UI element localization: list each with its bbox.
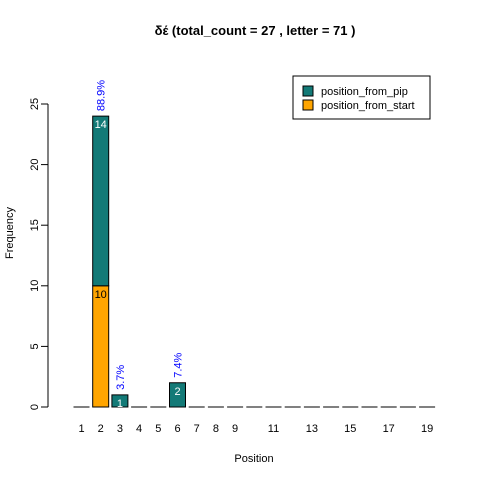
percent-label: 88.9%	[96, 80, 108, 111]
x-tick-label: 6	[174, 423, 180, 435]
legend-swatch	[302, 85, 314, 97]
y-tick-label: 20	[29, 158, 41, 170]
legend-label: position_from_start	[321, 100, 415, 112]
x-tick-label: 19	[421, 423, 433, 435]
y-tick-label: 10	[29, 280, 41, 292]
x-tick-label: 5	[155, 423, 161, 435]
bar-labels: 10 14 1 2 88.9% 3.7% 7.4%	[95, 80, 185, 410]
y-tick-label: 5	[29, 343, 41, 349]
x-tick-label: 2	[98, 423, 104, 435]
bar-value-label: 1	[117, 398, 123, 410]
legend-swatch	[302, 99, 314, 111]
bar-value-label: 14	[95, 119, 107, 131]
x-tick-label: 15	[344, 423, 356, 435]
x-tick-label: 8	[213, 423, 219, 435]
x-axis: 1 2 3 4 5 6 7 8 9 11 13 15 17 19	[78, 423, 433, 435]
y-tick-label: 25	[29, 98, 41, 110]
legend-label: position_from_pip	[321, 86, 408, 98]
bar-position_from_pip-2	[92, 115, 110, 287]
x-tick-label: 13	[306, 423, 318, 435]
chart-title: δέ (total_count = 27 , letter = 71 )	[155, 23, 356, 38]
bar-position_from_start-2	[92, 285, 110, 408]
bar-position_from_pip-6	[169, 382, 186, 408]
bar-value-label: 2	[174, 386, 180, 398]
x-tick-label: 4	[136, 423, 142, 435]
y-axis: 0 5 10 15 20 25	[29, 98, 49, 410]
bar-position_from_pip-3	[111, 394, 129, 408]
legend-box	[292, 75, 431, 120]
x-tick-label: 17	[383, 423, 395, 435]
x-tick-label: 1	[78, 423, 84, 435]
x-tick-label: 11	[268, 423, 279, 435]
bar-value-label: 10	[95, 289, 107, 301]
x-tick-label: 9	[232, 423, 238, 435]
y-tick-label: 15	[29, 219, 41, 231]
x-tick-label: 3	[117, 423, 123, 435]
x-tick-label: 7	[194, 423, 200, 435]
bars	[73, 115, 436, 408]
y-tick-label: 0	[29, 404, 41, 410]
x-axis-title: Position	[234, 453, 273, 465]
y-axis-title: Frequency	[4, 207, 16, 259]
percent-label: 7.4%	[173, 352, 185, 377]
percent-label: 3.7%	[115, 365, 127, 390]
legend: position_from_pip position_from_start	[292, 75, 431, 120]
